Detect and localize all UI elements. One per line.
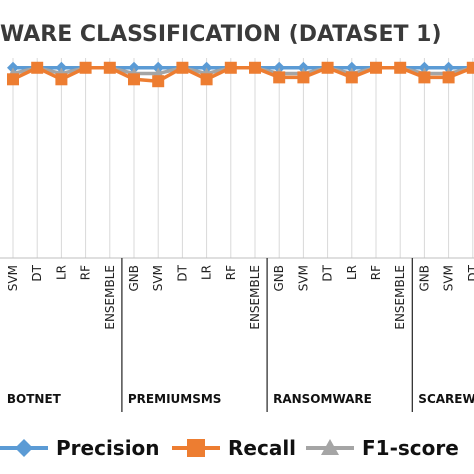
data-point-recall [370, 61, 382, 74]
category-tick-label: DT [175, 264, 189, 281]
legend-marker-recall [187, 439, 205, 457]
category-tick-label: LR [54, 265, 68, 280]
data-point-recall [273, 71, 286, 84]
category-tick-label: SVM [151, 265, 165, 291]
data-point-recall [394, 61, 407, 74]
category-tick-label: LR [345, 265, 359, 280]
group-label: SCAREW [418, 392, 474, 406]
data-point-recall [79, 61, 92, 74]
category-tick-label: GNB [272, 265, 286, 292]
legend-label-f1-score: F1-score [362, 436, 459, 460]
legend-label-recall: Recall [228, 436, 296, 460]
data-point-recall [297, 71, 310, 84]
category-tick-label: LR [200, 265, 214, 280]
category-tick-label: GNB [417, 265, 431, 292]
data-point-recall [249, 61, 261, 74]
group-label: BOTNET [7, 392, 62, 406]
data-point-recall [466, 61, 474, 74]
plot-area [0, 58, 474, 259]
category-tick-label: ENSEMBLE [393, 265, 407, 330]
category-tick-label: ENSEMBLE [103, 265, 117, 330]
category-tick-label: RF [369, 265, 383, 280]
data-point-recall [345, 71, 358, 84]
category-tick-label: DT [30, 264, 44, 281]
data-point-recall [55, 73, 68, 86]
category-tick-label: SVM [442, 265, 456, 291]
category-tick-label: GNB [127, 265, 141, 292]
legend-label-precision: Precision [56, 436, 160, 460]
data-point-recall [418, 71, 431, 84]
data-point-recall [152, 75, 165, 88]
data-point-recall [224, 61, 237, 74]
category-tick-label: RF [79, 265, 93, 280]
category-tick-label: ENSEMBLE [248, 265, 262, 330]
category-tick-label: RF [224, 265, 238, 280]
category-tick-label: SVM [6, 265, 20, 291]
chart-title: WARE CLASSIFICATION (DATASET 1) [0, 22, 442, 47]
category-tick-label: DT [466, 264, 474, 281]
category-axis: SVM DT LR RF ENSEMBLE GNB SVM DT LR RF ENSEMBLE GNB… [6, 258, 474, 412]
legend-marker-f1-score [321, 439, 339, 455]
category-tick-label: DT [321, 264, 335, 281]
category-tick-label: SVM [296, 265, 310, 291]
legend-marker-precision [15, 439, 33, 457]
data-point-recall [321, 61, 334, 74]
data-point-recall [128, 73, 140, 86]
data-point-recall [7, 73, 19, 86]
data-point-recall [442, 71, 455, 84]
data-point-recall [31, 61, 44, 74]
data-point-recall [200, 73, 213, 86]
data-point-recall [176, 61, 189, 74]
data-point-recall [103, 61, 116, 74]
group-label: PREMIUMSMS [128, 392, 222, 406]
group-label: RANSOMWARE [273, 392, 372, 406]
legend: Precision Recall F1-score [0, 436, 459, 460]
